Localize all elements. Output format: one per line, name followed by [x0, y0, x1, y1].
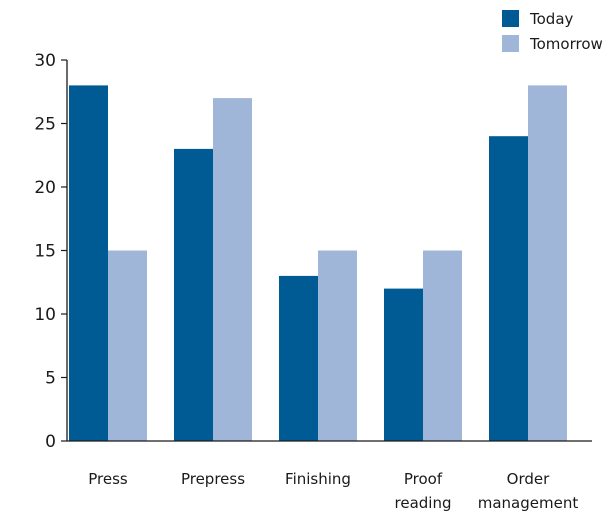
bar-tomorrow-3 — [423, 250, 462, 441]
y-tick-label: 5 — [45, 369, 56, 389]
legend: Today Tomorrow — [502, 10, 603, 53]
bars — [69, 85, 567, 442]
bar-today-1 — [174, 148, 213, 441]
bar-tomorrow-2 — [318, 250, 357, 441]
legend-label-today: Today — [529, 10, 574, 28]
bar-today-4 — [489, 136, 528, 441]
category-label: Order — [507, 470, 550, 488]
legend-swatch-today — [502, 10, 519, 27]
y-tick-label: 10 — [34, 305, 56, 325]
x-axis-labels: Press Prepress Finishing Proof reading Order m… — [88, 470, 578, 512]
y-tick-label: 20 — [34, 178, 56, 198]
legend-swatch-tomorrow — [502, 35, 519, 52]
bar-today-3 — [384, 288, 423, 441]
bar-tomorrow-0 — [108, 250, 147, 441]
category-label: management — [478, 494, 579, 512]
category-label: Finishing — [285, 470, 351, 488]
y-tick-label: 0 — [45, 432, 56, 452]
bar-today-0 — [69, 85, 108, 442]
bar-today-2 — [279, 275, 318, 441]
y-tick-label: 15 — [34, 242, 56, 262]
bar-tomorrow-1 — [213, 98, 252, 441]
y-axis-ticks: 0 5 10 15 20 25 30 — [34, 51, 67, 452]
legend-label-tomorrow: Tomorrow — [529, 35, 603, 53]
category-label: Proof — [404, 470, 443, 488]
bar-tomorrow-4 — [528, 85, 567, 442]
category-label: Press — [88, 470, 128, 488]
category-label: reading — [395, 494, 452, 512]
axes — [66, 60, 592, 442]
y-tick-label: 25 — [34, 115, 56, 135]
y-tick-label: 30 — [34, 51, 56, 71]
category-label: Prepress — [181, 470, 245, 488]
